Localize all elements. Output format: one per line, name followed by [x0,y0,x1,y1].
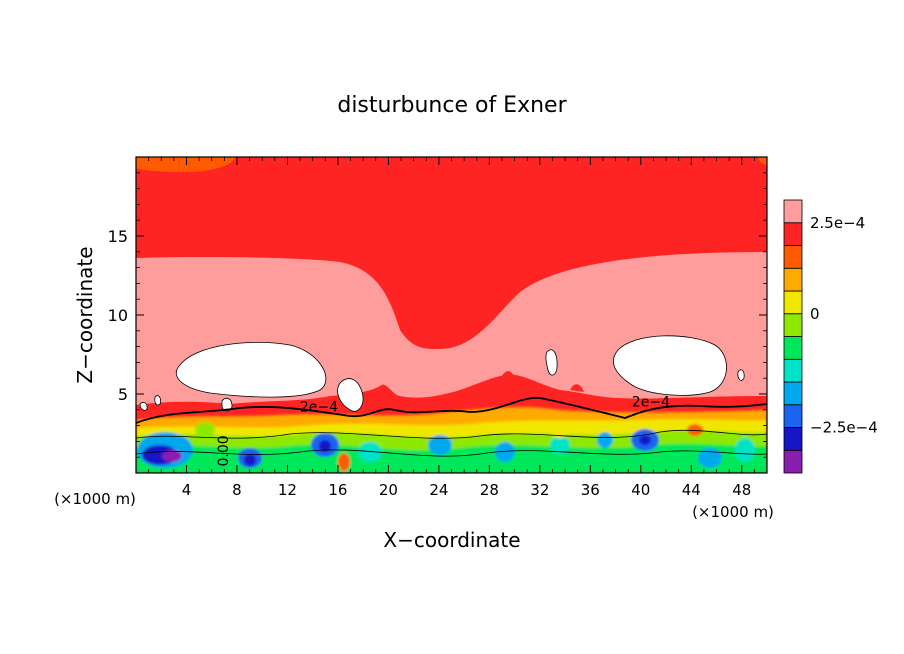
contour-label: 2e−4 [632,395,670,411]
y-axis-label: Z−coordinate [73,246,97,383]
contour-label: 2e−4 [300,399,338,415]
colorbar-label: 0 [810,305,820,323]
contour-label: 0.00 [216,435,232,466]
x-axis-label: X−coordinate [383,528,520,552]
colorbar-swatch [783,222,803,246]
colorbar-swatch [783,404,803,428]
colorbar-label: 2.5e−4 [810,214,865,232]
colorbar-swatch [783,290,803,315]
colorbar: 2.5e−4 0 −2.5e−4 [783,199,878,474]
x-tick-label: 16 [328,481,347,499]
x-tick-label: 36 [581,481,600,499]
contour-labels: 2e−4 2e−4 0.00 [216,395,670,467]
white-cell-right [613,335,727,396]
x-unit-right: (×1000 m) [692,503,774,521]
plot-area [136,157,767,473]
colorbar-swatch [783,267,803,292]
x-tick-label: 4 [182,481,192,499]
chart-title: disturbunce of Exner [337,93,567,118]
colorbar-swatch [783,381,803,406]
x-tick-label: 32 [530,481,549,499]
x-tick-label: 40 [631,481,650,499]
contour-line-2e4 [136,397,767,424]
ground-turbulence [136,407,767,473]
x-tick-label: 28 [480,481,499,499]
x-unit-left: (×1000 m) [54,490,136,508]
white-cell-left [175,341,327,398]
colorbar-swatch [783,427,803,451]
x-tick-label: 8 [232,481,242,499]
colorbar-swatch [783,336,803,360]
colorbar-label: −2.5e−4 [810,419,878,437]
x-tick-label: 48 [732,481,751,499]
y-tick-label: 15 [108,227,128,246]
colorbar-swatch [783,449,803,474]
colorbar-swatch [783,358,803,383]
colorbar-swatch [783,245,803,269]
x-tick-label: 24 [429,481,448,499]
y-axis: 5 10 15 [108,172,767,458]
x-tick-label: 12 [278,481,297,499]
y-tick-label: 5 [118,385,128,404]
y-tick-label: 10 [108,306,128,325]
colorbar-swatch [783,313,803,337]
x-axis: 4 8 12 16 20 24 28 32 36 40 44 48 [148,157,755,499]
x-tick-label: 44 [682,481,701,499]
x-tick-label: 20 [379,481,398,499]
orange-corner-right [758,157,767,166]
colorbar-swatch [783,199,803,224]
